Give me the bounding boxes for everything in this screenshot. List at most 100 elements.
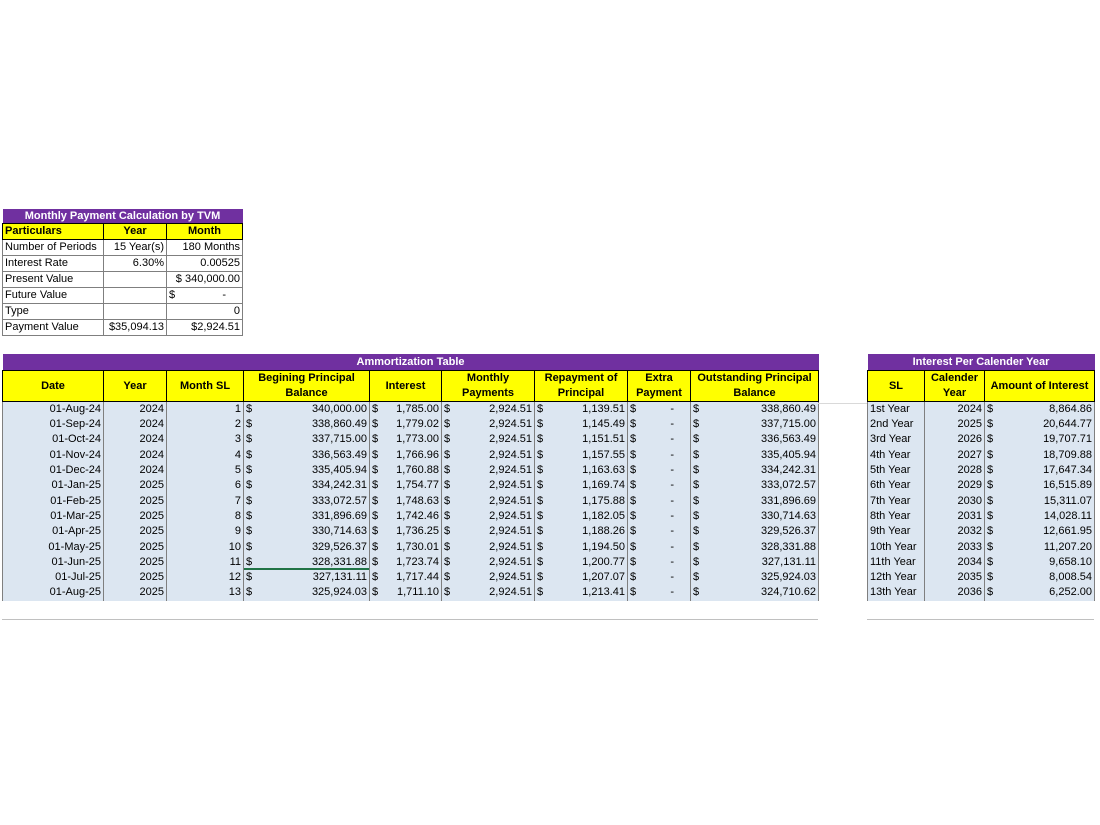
cell-extra-payment[interactable]: $ - <box>627 447 691 463</box>
cell-month-sl[interactable]: 7 <box>166 493 244 509</box>
cell-repayment-principal[interactable]: $1,157.55 <box>534 447 628 463</box>
cell-repayment-principal[interactable]: $1,145.49 <box>534 417 628 433</box>
cell-sl[interactable]: 1st Year <box>867 401 925 417</box>
cell-extra-payment[interactable]: $ - <box>627 417 691 433</box>
cell-amount-interest[interactable]: $18,709.88 <box>984 447 1095 463</box>
col-header-repayment-principal[interactable]: Repayment of Principal <box>534 370 628 402</box>
cell-beginning-balance[interactable]: $338,860.49 <box>243 417 370 433</box>
cell-interest[interactable]: $1,730.01 <box>369 539 442 555</box>
cell-beginning-balance[interactable]: $337,715.00 <box>243 432 370 448</box>
cell-year[interactable]: 2025 <box>103 524 167 540</box>
cell-year[interactable]: 2025 <box>103 493 167 509</box>
cell-calendar-year[interactable]: 2035 <box>924 569 985 586</box>
cell-amount-interest[interactable]: $8,008.54 <box>984 569 1095 586</box>
cell-extra-payment[interactable]: $ - <box>627 539 691 555</box>
cell-repayment-principal[interactable]: $1,213.41 <box>534 585 628 601</box>
cell-date[interactable]: 01-May-25 <box>2 539 104 555</box>
cell-repayment-principal[interactable]: $1,200.77 <box>534 554 628 570</box>
cell-calendar-year[interactable]: 2031 <box>924 508 985 525</box>
cell-extra-payment[interactable]: $ - <box>627 493 691 509</box>
cell-month-sl[interactable]: 6 <box>166 478 244 494</box>
tvm-year-value[interactable] <box>103 271 167 288</box>
cell-beginning-balance[interactable]: $331,896.69 <box>243 508 370 525</box>
tvm-year-value[interactable] <box>103 303 167 320</box>
cell-month-sl[interactable]: 12 <box>166 569 244 586</box>
cell-monthly-payment[interactable]: $2,924.51 <box>441 569 535 586</box>
cell-monthly-payment[interactable]: $2,924.51 <box>441 432 535 448</box>
cell-monthly-payment[interactable]: $2,924.51 <box>441 554 535 570</box>
cell-sl[interactable]: 12th Year <box>867 569 925 586</box>
cell-amount-interest[interactable]: $11,207.20 <box>984 539 1095 555</box>
tvm-month-value[interactable]: $ - <box>165 287 244 304</box>
cell-repayment-principal[interactable]: $1,169.74 <box>534 478 628 494</box>
cell-monthly-payment[interactable]: $2,924.51 <box>441 585 535 601</box>
tvm-month-value[interactable]: $ 340,000.00 <box>165 271 244 288</box>
cell-month-sl[interactable]: 2 <box>166 417 244 433</box>
cell-calendar-year[interactable]: 2027 <box>924 447 985 463</box>
col-header-interest[interactable]: Interest <box>369 370 442 402</box>
cell-month-sl[interactable]: 8 <box>166 508 244 525</box>
cell-beginning-balance[interactable]: $330,714.63 <box>243 524 370 540</box>
cell-monthly-payment[interactable]: $2,924.51 <box>441 417 535 433</box>
cell-outstanding-balance[interactable]: $333,072.57 <box>689 478 820 494</box>
cell-extra-payment[interactable]: $ - <box>627 462 691 479</box>
cell-amount-interest[interactable]: $15,311.07 <box>984 493 1095 509</box>
col-header-amount-interest[interactable]: Amount of Interest <box>984 370 1095 402</box>
cell-date[interactable]: 01-Nov-24 <box>2 447 104 463</box>
cell-calendar-year[interactable]: 2033 <box>924 539 985 555</box>
cell-year[interactable]: 2025 <box>103 478 167 494</box>
cell-month-sl[interactable]: 10 <box>166 539 244 555</box>
cell-monthly-payment[interactable]: $2,924.51 <box>441 462 535 479</box>
cell-date[interactable]: 01-Sep-24 <box>2 417 104 433</box>
cell-repayment-principal[interactable]: $1,182.05 <box>534 508 628 525</box>
cell-sl[interactable]: 5th Year <box>867 462 925 479</box>
cell-amount-interest[interactable]: $20,644.77 <box>984 417 1095 433</box>
cell-year[interactable]: 2024 <box>103 417 167 433</box>
cell-beginning-balance[interactable]: $334,242.31 <box>243 478 370 494</box>
cell-amount-interest[interactable]: $19,707.71 <box>984 432 1095 448</box>
cell-extra-payment[interactable]: $ - <box>627 554 691 570</box>
cell-interest[interactable]: $1,779.02 <box>369 417 442 433</box>
cell-amount-interest[interactable]: $9,658.10 <box>984 554 1095 570</box>
cell-calendar-year[interactable]: 2034 <box>924 554 985 570</box>
cell-month-sl[interactable]: 3 <box>166 432 244 448</box>
col-header-monthly-payments[interactable]: Monthly Payments <box>441 370 535 402</box>
col-header-sl[interactable]: SL <box>867 370 925 402</box>
tvm-label[interactable]: Payment Value <box>2 319 104 336</box>
tvm-month-value[interactable]: 0.00525 <box>165 255 244 272</box>
cell-year[interactable]: 2025 <box>103 585 167 601</box>
cell-date[interactable]: 01-Mar-25 <box>2 508 104 525</box>
cell-outstanding-balance[interactable]: $329,526.37 <box>689 524 820 540</box>
cell-outstanding-balance[interactable]: $337,715.00 <box>689 417 820 433</box>
cell-beginning-balance[interactable]: $335,405.94 <box>243 462 370 479</box>
cell-beginning-balance[interactable]: $325,924.03 <box>243 585 370 601</box>
cell-interest[interactable]: $1,785.00 <box>369 401 442 417</box>
cell-date[interactable]: 01-Jan-25 <box>2 478 104 494</box>
cell-beginning-balance[interactable]: $336,563.49 <box>243 447 370 463</box>
cell-calendar-year[interactable]: 2026 <box>924 432 985 448</box>
col-header-year[interactable]: Year <box>103 370 167 402</box>
cell-month-sl[interactable]: 4 <box>166 447 244 463</box>
cell-year[interactable]: 2024 <box>103 401 167 417</box>
col-header-beginning-balance[interactable]: Begining Principal Balance <box>243 370 370 402</box>
tvm-month-value[interactable]: $2,924.51 <box>165 319 244 336</box>
cell-amount-interest[interactable]: $16,515.89 <box>984 478 1095 494</box>
cell-month-sl[interactable]: 1 <box>166 401 244 417</box>
cell-sl[interactable]: 9th Year <box>867 524 925 540</box>
cell-interest[interactable]: $1,723.74 <box>369 554 442 570</box>
col-header-calendar-year[interactable]: Calender Year <box>924 370 985 402</box>
cell-interest[interactable]: $1,748.63 <box>369 493 442 509</box>
cell-outstanding-balance[interactable]: $331,896.69 <box>689 493 820 509</box>
cell-amount-interest[interactable]: $8,864.86 <box>984 401 1095 417</box>
cell-interest[interactable]: $1,760.88 <box>369 462 442 479</box>
cell-calendar-year[interactable]: 2024 <box>924 401 985 417</box>
cell-amount-interest[interactable]: $12,661.95 <box>984 524 1095 540</box>
cell-calendar-year[interactable]: 2036 <box>924 585 985 601</box>
cell-extra-payment[interactable]: $ - <box>627 585 691 601</box>
cell-extra-payment[interactable]: $ - <box>627 508 691 525</box>
cell-date[interactable]: 01-Dec-24 <box>2 462 104 479</box>
cell-sl[interactable]: 6th Year <box>867 478 925 494</box>
cell-month-sl[interactable]: 9 <box>166 524 244 540</box>
cell-outstanding-balance[interactable]: $335,405.94 <box>689 447 820 463</box>
cell-repayment-principal[interactable]: $1,175.88 <box>534 493 628 509</box>
